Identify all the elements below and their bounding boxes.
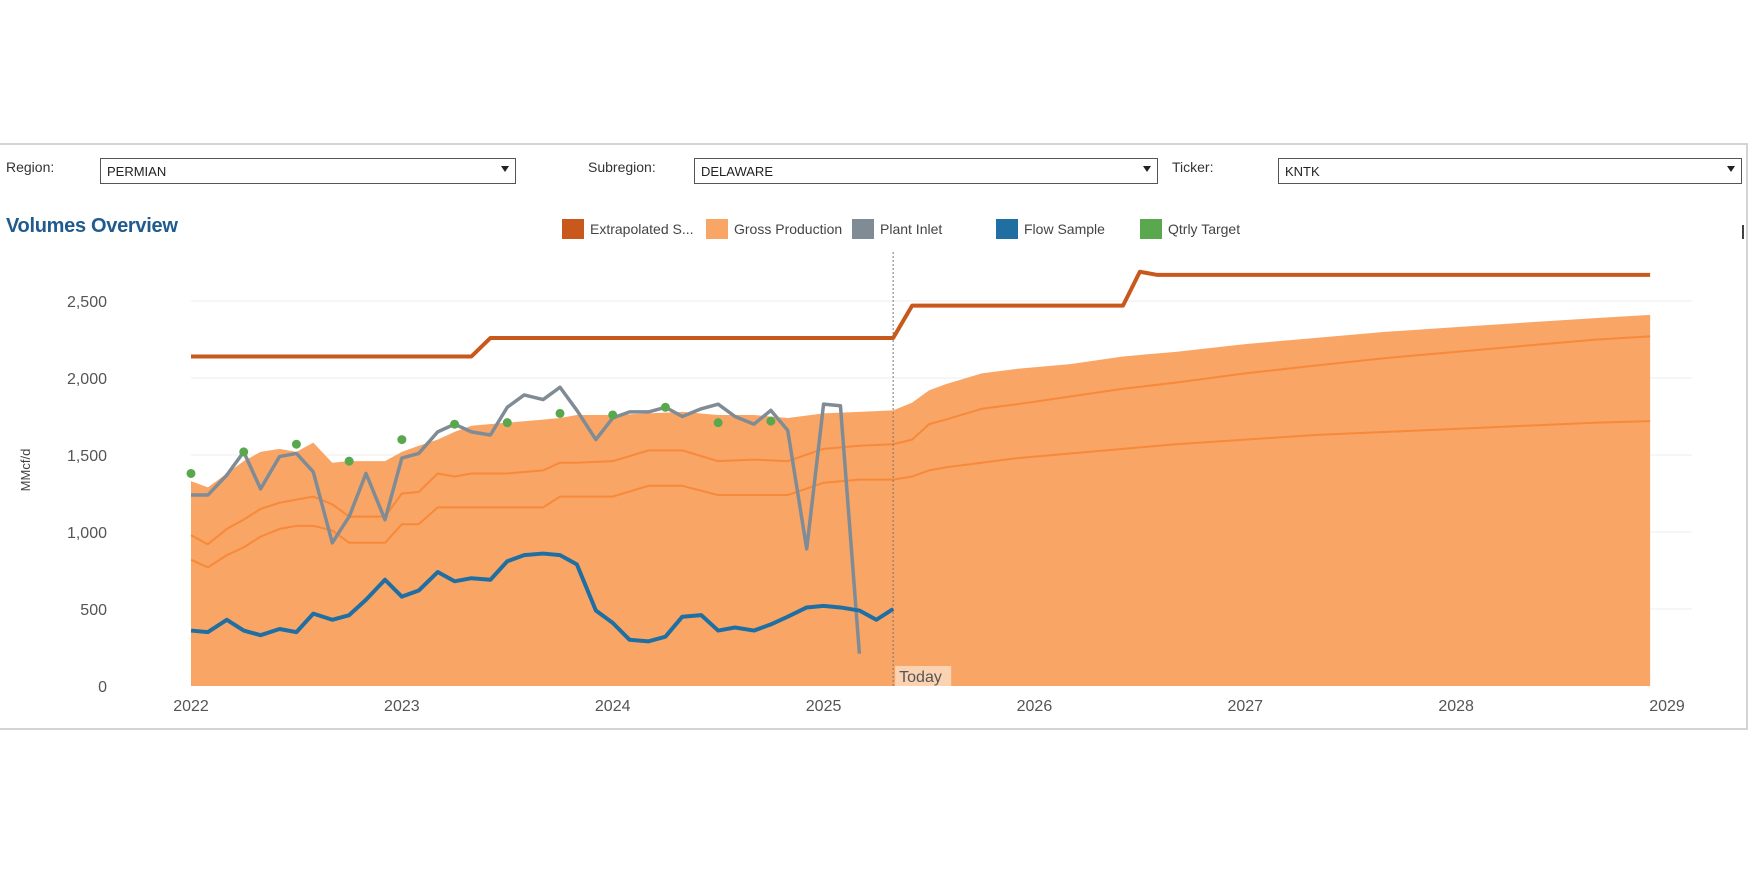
legend-label-qtrly-target: Qtrly Target [1168,221,1241,237]
plant-inlet-line [191,385,862,654]
chevron-down-icon [1727,166,1735,172]
ticker-label: Ticker: [1172,159,1214,175]
today-label: Today [899,669,942,686]
gross-production-lower-line [190,420,1651,569]
legend-item-qtrly-target[interactable]: Qtrly Target [1140,219,1240,239]
subregion-value: DELAWARE [701,164,773,179]
x-tick-label: 2028 [1438,698,1474,715]
y-tick-label: 0 [98,679,107,696]
extrapolated-line [191,269,1651,359]
qtrly-target-point [397,435,407,445]
qtrly-target-point [713,418,723,428]
chart-title: Volumes Overview [6,215,178,237]
legend-swatch-gross-production [706,219,728,239]
axis-layer: 0 500 1,000 1,500 2,000 2,500 2022 2023 2024 2025… [67,294,1685,715]
qtrly-target-point [291,439,301,449]
x-tick-label: 2023 [384,698,420,715]
x-tick-label: 2029 [1649,698,1685,715]
legend-swatch-qtrly-target [1140,219,1162,239]
region-label: Region: [6,159,55,175]
area-layer [191,314,1651,686]
region-select[interactable]: PERMIAN [100,158,516,184]
x-tick-label: 2024 [595,698,631,715]
y-tick-label: 1,000 [67,525,107,542]
qtrly-target-point [766,416,776,426]
legend-label-gross-production: Gross Production [734,221,843,237]
y-tick-label: 1,500 [67,448,107,465]
legend-label-plant-inlet: Plant Inlet [880,221,943,237]
legend-swatch-flow-sample [996,219,1018,239]
legend-item-gross-production[interactable]: Gross Production [706,219,842,239]
ticker-select[interactable]: KNTK [1278,158,1742,184]
qtrly-target-point [239,447,249,457]
legend-item-extrapolated[interactable]: Extrapolated S... [562,219,694,239]
legend-swatch-plant-inlet [852,219,874,239]
region-value: PERMIAN [107,164,167,179]
y-tick-label: 500 [80,602,107,619]
legend-swatch-extrapolated [562,219,584,239]
qtrly-target-point [450,419,460,429]
line-layer: Today [186,252,1651,686]
flow-sample-line [190,551,895,644]
today-label-bg [895,666,952,686]
x-tick-label: 2025 [806,698,842,715]
legend-item-flow-sample[interactable]: Flow Sample [996,219,1105,239]
legend-label-extrapolated: Extrapolated S... [590,221,694,237]
gross-production-area [191,314,1651,686]
x-tick-label: 2022 [173,698,209,715]
y-tick-label: 2,500 [67,294,107,311]
qtrly-target-point [608,410,618,420]
ticker-value: KNTK [1285,164,1320,179]
chevron-down-icon [1143,166,1151,172]
chevron-down-icon [501,166,509,172]
x-tick-label: 2027 [1227,698,1263,715]
qtrly-target-point [555,408,565,418]
subregion-label: Subregion: [588,159,656,175]
subregion-select[interactable]: DELAWARE [694,158,1158,184]
scrollbar-handle[interactable] [1742,225,1744,239]
qtrly-target-point [502,418,512,428]
qtrly-target-point [344,456,354,466]
y-tick-label: 2,000 [67,371,107,388]
legend-item-plant-inlet[interactable]: Plant Inlet [852,219,942,239]
y-axis-label: MMcf/d [18,449,33,492]
qtrly-target-point [186,468,196,478]
x-tick-label: 2026 [1017,698,1053,715]
legend-label-flow-sample: Flow Sample [1024,221,1105,237]
qtrly-target-point [660,402,670,412]
